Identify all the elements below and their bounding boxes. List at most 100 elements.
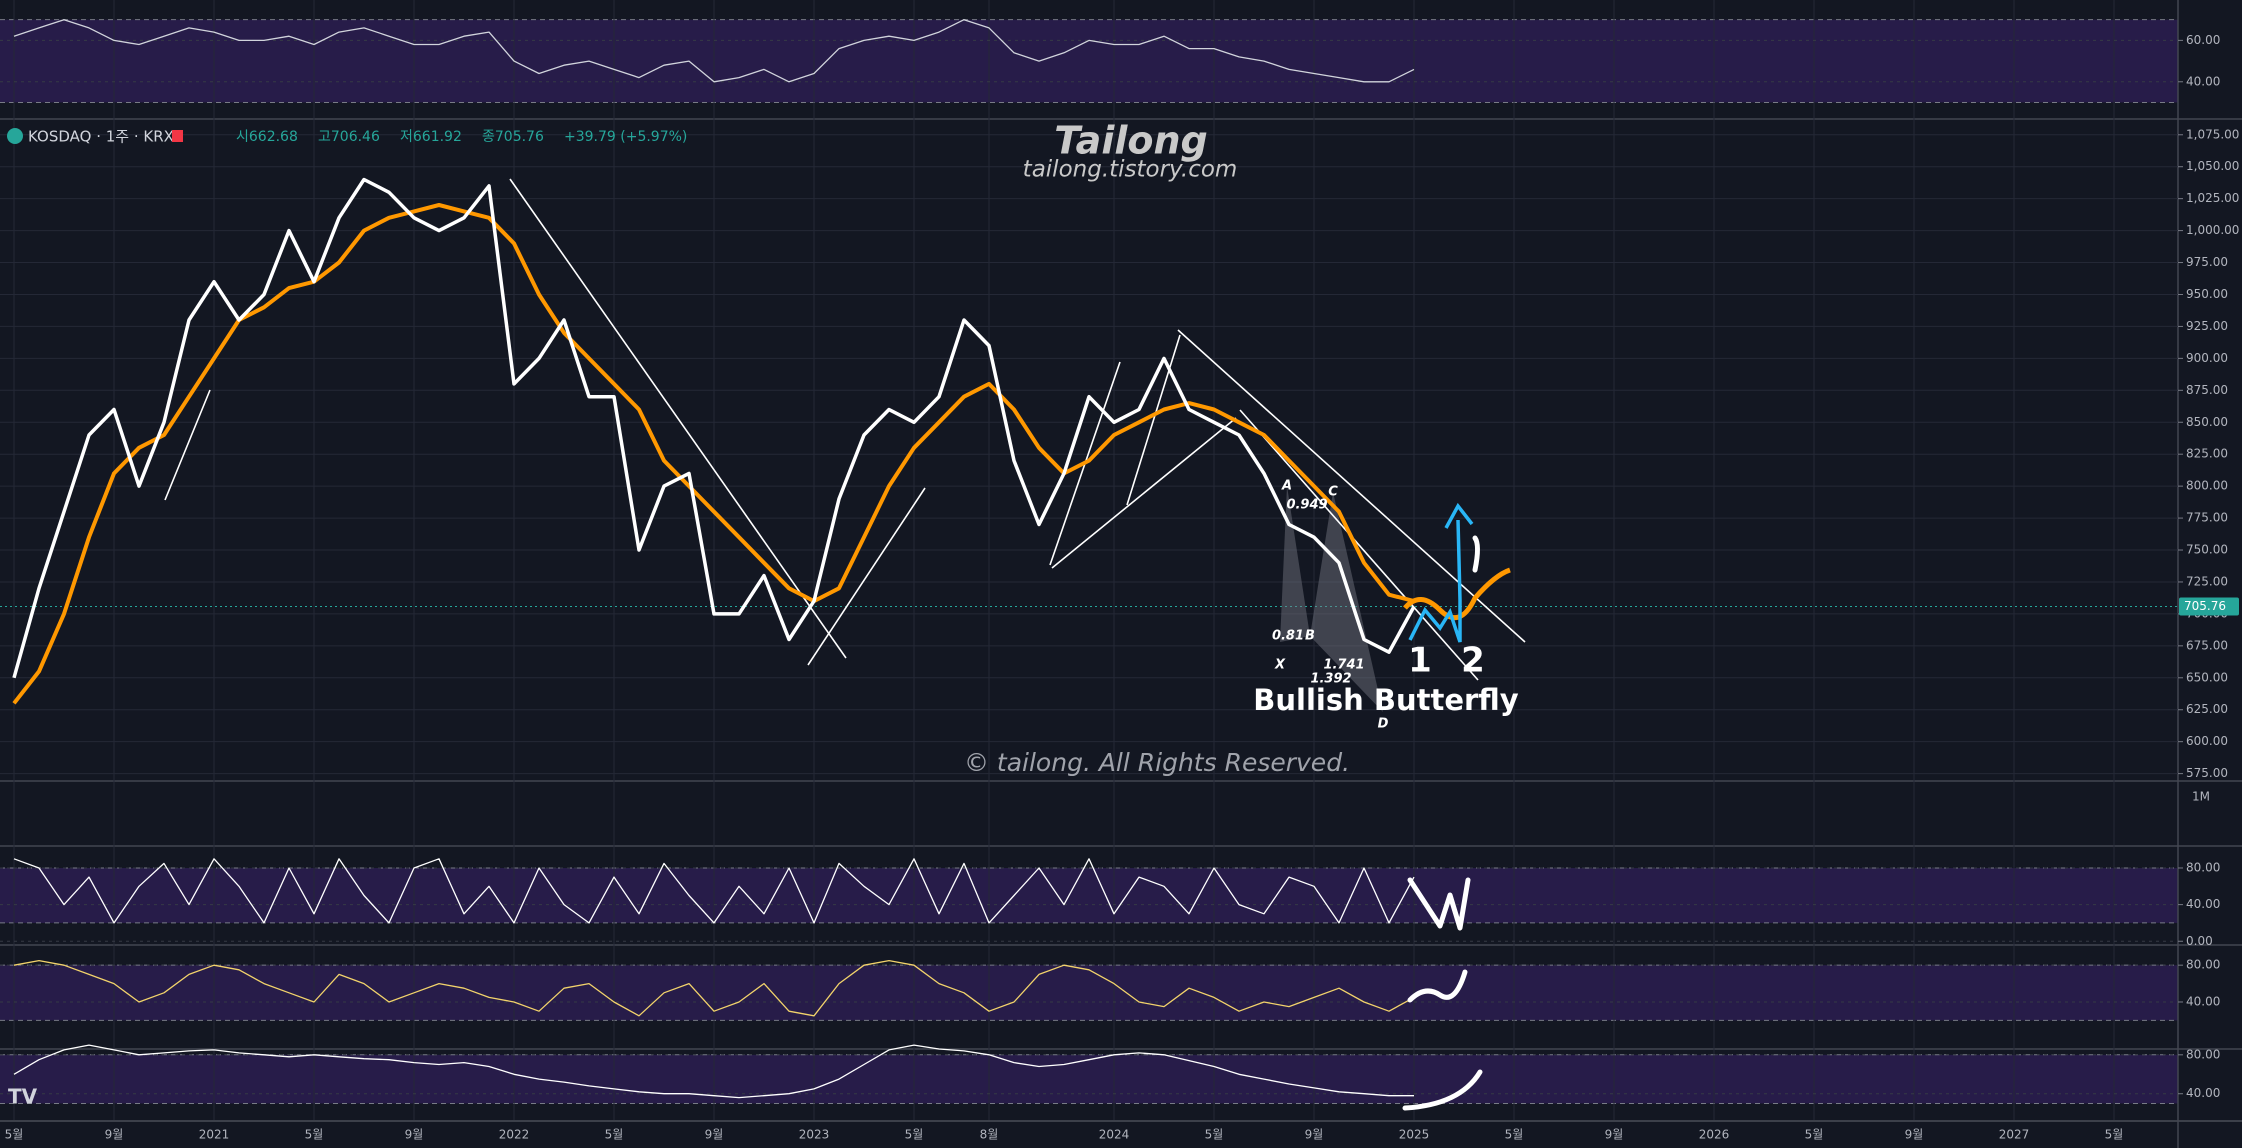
watermark: © tailong. All Rights Reserved. (964, 748, 1350, 777)
ohlc-high: 고706.46 (318, 129, 380, 145)
bands (0, 19, 2178, 1104)
x-tick-label: 2027 (1999, 1128, 2030, 1142)
y-tick-label: 950.00 (2186, 287, 2228, 301)
y-tick-label: 1,025.00 (2186, 191, 2239, 205)
x-tick-label: 2025 (1399, 1128, 1430, 1142)
x-tick-label: 5월 (305, 1128, 324, 1142)
x-tick-label: 9월 (105, 1128, 124, 1142)
x-tick-label: 2024 (1099, 1128, 1130, 1142)
band (0, 867, 2178, 923)
pattern-label: B (1305, 629, 1315, 644)
y-tick-label: 675.00 (2186, 638, 2228, 652)
x-tick-label: 2021 (199, 1128, 230, 1142)
trend-line (509, 178, 847, 659)
y-tick-label: 80.00 (2186, 860, 2220, 874)
trend-line (807, 487, 926, 666)
band (0, 19, 2178, 103)
volume-label: 1M (2192, 790, 2210, 804)
y-tick-label: 575.00 (2186, 766, 2228, 780)
y-tick-label: 40.00 (2186, 1086, 2220, 1100)
pattern-label: 1.392 (1310, 672, 1351, 687)
wave-label: 2 (1461, 641, 1485, 681)
trend-line (1051, 417, 1237, 569)
pattern-label: 0.949 (1286, 498, 1327, 513)
x-tick-label: 5월 (1805, 1128, 1824, 1142)
hand-rise (1402, 1069, 1483, 1111)
last-price-tag (2179, 597, 2239, 616)
y-tick-label: 1,050.00 (2186, 159, 2239, 173)
hand-stroke (1472, 535, 1480, 573)
y-tick-label: 725.00 (2186, 574, 2228, 588)
trend-line (1177, 329, 1526, 643)
y-tick-label: 1,000.00 (2186, 223, 2239, 237)
last-price-label: 705.76 (2184, 599, 2226, 613)
x-tick-label: 9월 (1905, 1128, 1924, 1142)
y-tick-label: 850.00 (2186, 415, 2228, 429)
y-tick-label: 80.00 (2186, 1047, 2220, 1061)
ohlc-open: 시662.68 (236, 129, 298, 145)
labels: 5월 9월 2021 5월 9월 2022 5월 9월 2023 5월 8월 2024 5월 9월 2025… (5, 33, 2240, 1142)
x-tick-label: 5월 (905, 1128, 924, 1142)
ohlc-low: 저661.92 (400, 129, 462, 145)
series-line (12, 177, 1416, 679)
pattern-label: C (1328, 485, 1338, 500)
chart-subtitle: tailong.tistory.com (1023, 157, 1238, 183)
y-tick-label: 625.00 (2186, 702, 2228, 716)
y-tick-label: 600.00 (2186, 734, 2228, 748)
hand-wave (1407, 969, 1468, 1003)
x-tick-label: 2022 (499, 1128, 530, 1142)
band (0, 965, 2178, 1021)
y-tick-label: 875.00 (2186, 383, 2228, 397)
pattern-name: Bullish Butterfly (1253, 683, 1519, 717)
flag (172, 130, 183, 142)
x-tick-label: 9월 (1305, 1128, 1324, 1142)
pattern-label: 0.81 (1272, 629, 1304, 644)
pattern-label: D (1378, 717, 1389, 732)
wave-label: 1 (1408, 641, 1432, 681)
x-tick-label: 9월 (405, 1128, 424, 1142)
trend-line (164, 389, 211, 501)
series-line (13, 19, 1415, 83)
series-line (13, 1044, 1414, 1099)
y-tick-label: 775.00 (2186, 511, 2228, 525)
x-tick-label: 9월 (1605, 1128, 1624, 1142)
logo: TV (8, 1085, 38, 1109)
x-tick-label: 5월 (2105, 1128, 2124, 1142)
symbol-icon (7, 128, 23, 144)
x-tick-label: 5월 (5, 1128, 24, 1142)
y-tick-label: 40.00 (2186, 74, 2220, 88)
pattern-bcd (1310, 492, 1383, 712)
trend-line (1126, 334, 1181, 506)
chart-title: Tailong (1054, 119, 1207, 163)
pattern-label: A (1281, 479, 1292, 494)
series-line (13, 858, 1415, 924)
y-tick-label: 825.00 (2186, 447, 2228, 461)
symbol: KOSDAQ · 1주 · KRX (28, 128, 174, 146)
y-tick-label: 800.00 (2186, 479, 2228, 493)
y-tick-label: 925.00 (2186, 319, 2228, 333)
y-tick-label: 80.00 (2186, 958, 2220, 972)
x-tick-label: 8월 (980, 1128, 999, 1142)
pattern-label: 1.741 (1323, 658, 1364, 673)
x-tick-label: 2023 (799, 1128, 830, 1142)
x-tick-label: 2026 (1699, 1128, 1730, 1142)
y-tick-label: 975.00 (2186, 255, 2228, 269)
y-tick-label: 1,075.00 (2186, 127, 2239, 141)
y-tick-label: 40.00 (2186, 994, 2220, 1008)
hand-arrow (1408, 519, 1462, 643)
x-tick-label: 5월 (1505, 1128, 1524, 1142)
series (12, 19, 1416, 1099)
y-tick-label: 650.00 (2186, 670, 2228, 684)
y-tick-label: 40.00 (2186, 897, 2220, 911)
x-tick-label: 5월 (605, 1128, 624, 1142)
ohlc-change: +39.79 (+5.97%) (564, 129, 687, 145)
trend-line (1239, 409, 1479, 681)
y-tick-label: 60.00 (2186, 33, 2220, 47)
pattern-label: X (1274, 658, 1286, 673)
ohlc-close: 종705.76 (482, 129, 544, 145)
y-tick-label: 900.00 (2186, 351, 2228, 365)
series-line (12, 203, 1415, 705)
series-line (13, 959, 1415, 1017)
